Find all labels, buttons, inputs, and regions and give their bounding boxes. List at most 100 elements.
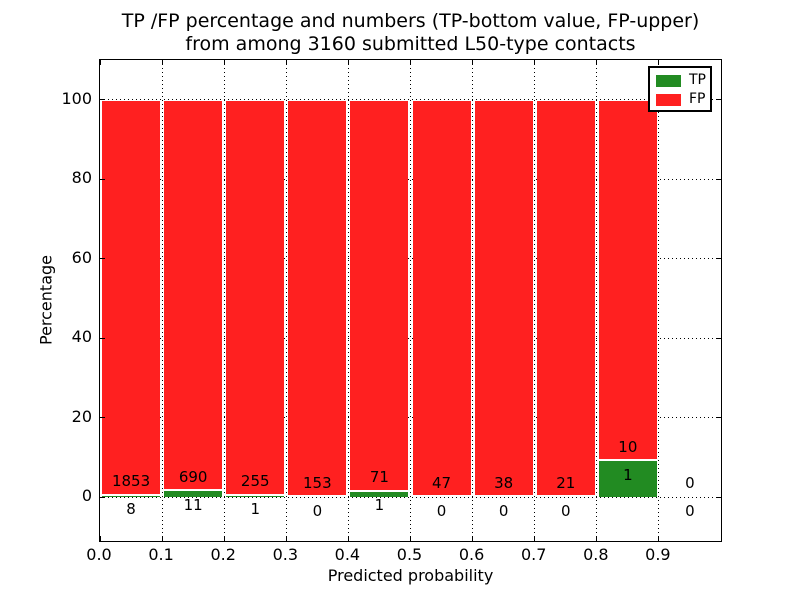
- fp-count-label-0: 1853: [111, 472, 151, 491]
- bar-segment-fp-8: [598, 99, 657, 462]
- xtick-mark-top: [658, 60, 660, 65]
- tp-count-label-6: 0: [498, 501, 509, 520]
- xtick-mark-bottom: [285, 536, 287, 541]
- chart-title-line2: from among 3160 submitted L50-type conta…: [185, 33, 636, 55]
- gridline-y-100: [100, 99, 721, 101]
- fp-count-label-4: 71: [369, 468, 389, 487]
- tp-count-label-5: 0: [436, 501, 447, 520]
- ytick-label-20: 20: [71, 406, 92, 426]
- xtick-label-0.6: 0.6: [458, 545, 485, 564]
- fp-count-label-6: 38: [494, 473, 514, 492]
- tp-count-label-7: 0: [560, 501, 571, 520]
- fp-count-label-9: 0: [685, 473, 695, 492]
- ytick-mark-right: [716, 496, 721, 498]
- xtick-mark-bottom: [720, 536, 722, 541]
- bar-segment-fp-2: [226, 99, 285, 496]
- xtick-label-0.1: 0.1: [148, 545, 174, 564]
- xtick-mark-top: [347, 60, 349, 65]
- xtick-label-0.3: 0.3: [272, 545, 299, 564]
- xtick-mark-bottom: [161, 536, 163, 541]
- ytick-label-100: 100: [61, 88, 92, 108]
- gridline-x-0.3: [285, 60, 287, 541]
- tp-count-label-2: 1: [250, 500, 260, 519]
- xtick-mark-bottom: [534, 536, 536, 541]
- legend-row-fp: FP: [656, 90, 710, 109]
- xtick-label-0.2: 0.2: [210, 545, 236, 564]
- xtick-label-0.4: 0.4: [334, 545, 361, 564]
- grid-layer: [100, 60, 721, 541]
- bar-segment-tp-1: [164, 491, 223, 498]
- chart-title-line1: TP /FP percentage and numbers (TP-bottom…: [121, 10, 700, 32]
- gridline-x-0.9: [658, 60, 660, 541]
- bar-segment-fp-0: [102, 99, 161, 496]
- bar-segment-tp-4: [350, 491, 409, 498]
- ytick-label-60: 60: [71, 247, 92, 267]
- xtick-mark-top: [223, 60, 225, 65]
- gridline-y-60: [100, 258, 721, 260]
- legend-label-fp: FP: [689, 91, 706, 107]
- tp-count-label-0: 8: [126, 500, 136, 519]
- fp-count-label-2: 255: [240, 472, 270, 491]
- gridline-y-0: [100, 496, 721, 498]
- fp-swatch: [656, 93, 681, 106]
- fp-count-label-1: 690: [178, 467, 208, 486]
- ytick-label-0: 0: [81, 486, 92, 506]
- bar-segment-fp-7: [536, 99, 595, 498]
- ytick-mark-right: [716, 417, 721, 419]
- gridline-x-0.6: [472, 60, 474, 541]
- bar-segment-fp-3: [288, 99, 347, 498]
- fp-count-label-8: 10: [618, 437, 638, 456]
- xtick-mark-top: [472, 60, 474, 65]
- bar-segment-tp-8: [598, 461, 657, 498]
- bar-segment-tp-0: [102, 495, 161, 498]
- xtick-mark-top: [720, 60, 722, 65]
- bar-segment-tp-2: [226, 495, 285, 498]
- xtick-mark-bottom: [472, 536, 474, 541]
- ytick-mark-left: [100, 99, 105, 101]
- xtick-mark-bottom: [99, 536, 101, 541]
- gridline-x-0.8: [596, 60, 598, 541]
- xtick-label-0.5: 0.5: [396, 545, 423, 564]
- bar-segment-fp-4: [350, 99, 409, 492]
- ytick-mark-right: [716, 258, 721, 260]
- x-axis-label: Predicted probability: [327, 566, 494, 585]
- tp-swatch: [656, 74, 681, 87]
- xtick-mark-top: [596, 60, 598, 65]
- tickmark-layer: [99, 60, 722, 541]
- ytick-label-40: 40: [71, 327, 92, 347]
- bar-layer: [100, 60, 721, 541]
- ytick-mark-right: [716, 99, 721, 101]
- ytick-mark-left: [100, 178, 105, 180]
- gridline-x-0.1: [161, 60, 163, 541]
- bar-segment-fp-1: [164, 99, 223, 492]
- xtick-mark-top: [410, 60, 411, 65]
- gridline-y-80: [100, 178, 721, 180]
- xtick-label-0.0: 0.0: [86, 545, 112, 564]
- xtick-mark-bottom: [410, 536, 411, 541]
- gridline-y-20: [100, 417, 721, 419]
- xtick-mark-top: [285, 60, 287, 65]
- fp-count-label-3: 153: [303, 473, 332, 492]
- legend-label-tp: TP: [689, 72, 706, 88]
- gridline-x-0.5: [410, 60, 411, 541]
- xtick-mark-top: [161, 60, 163, 65]
- ytick-mark-right: [716, 178, 721, 180]
- legend: TP FP: [648, 66, 712, 112]
- tp-count-label-4: 1: [374, 496, 385, 515]
- xtick-mark-bottom: [596, 536, 598, 541]
- legend-row-tp: TP: [656, 71, 710, 90]
- plot-area: 1853 8 690 11 255 1 153 0 71 1 47 0 38 0 21 0 10 1 0 0 TP FP: [99, 59, 722, 542]
- ytick-mark-left: [100, 258, 105, 260]
- tp-count-label-3: 0: [312, 501, 323, 520]
- xtick-label-0.7: 0.7: [520, 545, 547, 564]
- xtick-mark-bottom: [223, 536, 225, 541]
- ytick-label-80: 80: [71, 168, 92, 188]
- ytick-mark-left: [100, 337, 105, 339]
- tp-count-label-9: 0: [685, 501, 695, 520]
- gridline-x-0.4: [347, 60, 349, 541]
- xtick-label-0.8: 0.8: [583, 545, 609, 564]
- xtick-mark-top: [99, 60, 101, 65]
- gridline-x-0.7: [534, 60, 536, 541]
- y-axis-label: Percentage: [36, 254, 56, 346]
